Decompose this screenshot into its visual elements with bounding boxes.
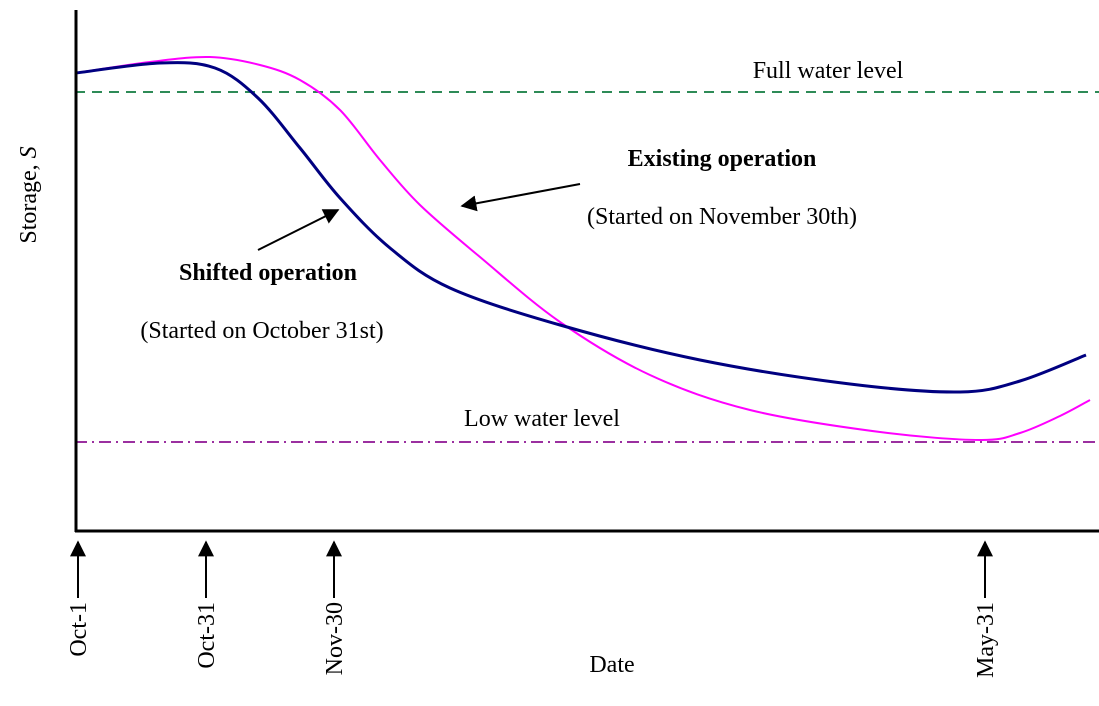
existing-note: (Started on November 30th) bbox=[587, 204, 857, 230]
date-label: Nov-30 bbox=[322, 602, 348, 675]
shifted-curve bbox=[75, 61, 1087, 394]
y-label-symbol: S bbox=[16, 146, 42, 158]
date-label: Oct-1 bbox=[66, 602, 92, 657]
x-axis-label: Date bbox=[589, 652, 634, 678]
y-axis-label: Storage, S bbox=[16, 146, 42, 243]
full-level-label: Full water level bbox=[753, 58, 904, 84]
arrow bbox=[460, 183, 581, 212]
shifted-title: Shifted operation bbox=[179, 260, 357, 286]
low-level-label: Low water level bbox=[464, 406, 620, 432]
existing-title: Existing operation bbox=[628, 146, 817, 172]
date-label: Oct-31 bbox=[194, 602, 220, 669]
y-label-text: Storage, bbox=[16, 158, 42, 243]
date-label: May-31 bbox=[973, 602, 999, 678]
existing-curve bbox=[75, 55, 1091, 442]
arrow bbox=[257, 209, 340, 251]
date-arrows bbox=[70, 183, 993, 598]
shifted-note: (Started on October 31st) bbox=[140, 318, 383, 344]
